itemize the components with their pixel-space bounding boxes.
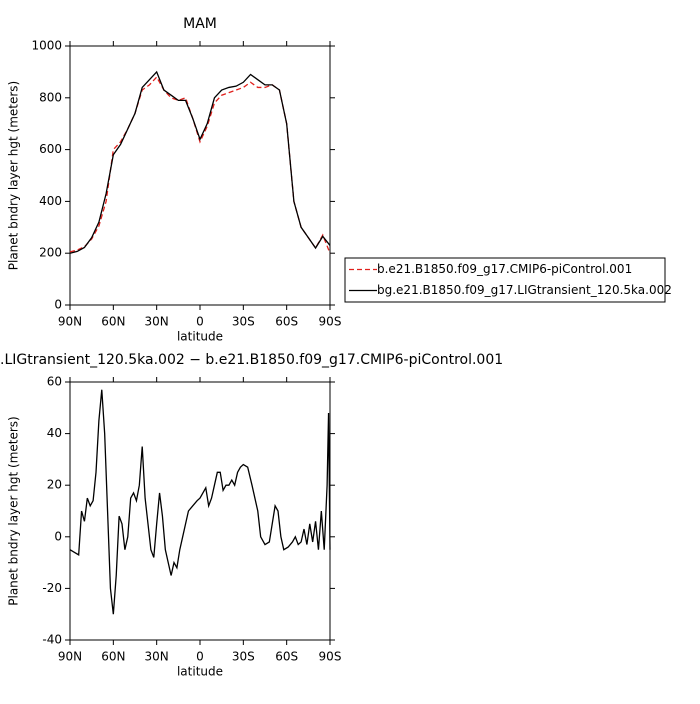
legend-label: bg.e21.B1850.f09_g17.LIGtransient_120.5k… [377,283,672,297]
x-tick-label: 90S [319,650,342,664]
y-tick-label: 20 [47,478,62,492]
x-axis-label: latitude [177,330,223,344]
legend-label: b.e21.B1850.f09_g17.CMIP6-piControl.001 [377,262,632,276]
y-axis-label: Planet bndry layer hgt (meters) [7,81,21,271]
x-tick-label: 30N [145,650,169,664]
x-tick-label: 0 [196,650,204,664]
y-tick-label: -20 [42,581,62,595]
x-tick-label: 60S [275,315,298,329]
y-tick-label: 400 [39,194,62,208]
y-tick-label: 0 [54,298,62,312]
legend-box [344,257,666,303]
x-tick-label: 90S [319,315,342,329]
chart-title: .LIGtransient_120.5ka.002 − b.e21.B1850.… [0,352,503,368]
y-tick-label: 0 [54,529,62,543]
x-tick-label: 90N [58,650,82,664]
y-tick-label: 1000 [31,39,62,53]
y-tick-label: -40 [42,633,62,647]
x-tick-label: 30N [145,315,169,329]
y-tick-label: 200 [39,246,62,260]
x-tick-label: 30S [232,315,255,329]
x-tick-label: 60N [101,650,125,664]
y-tick-label: 600 [39,142,62,156]
chart-title: MAM [183,16,217,32]
y-tick-label: 60 [47,375,62,389]
y-tick-label: 40 [47,426,62,440]
x-tick-label: 0 [196,315,204,329]
x-tick-label: 60S [275,650,298,664]
x-tick-label: 30S [232,650,255,664]
x-tick-label: 60N [101,315,125,329]
data-line [69,389,331,615]
data-line [69,70,331,254]
plot-frame [69,381,331,641]
y-tick-label: 800 [39,90,62,104]
y-axis-label: Planet bndry layer hgt (meters) [7,416,21,606]
x-axis-label: latitude [177,665,223,679]
x-tick-label: 90N [58,315,82,329]
legend: b.e21.B1850.f09_g17.CMIP6-piControl.001b… [344,257,672,303]
